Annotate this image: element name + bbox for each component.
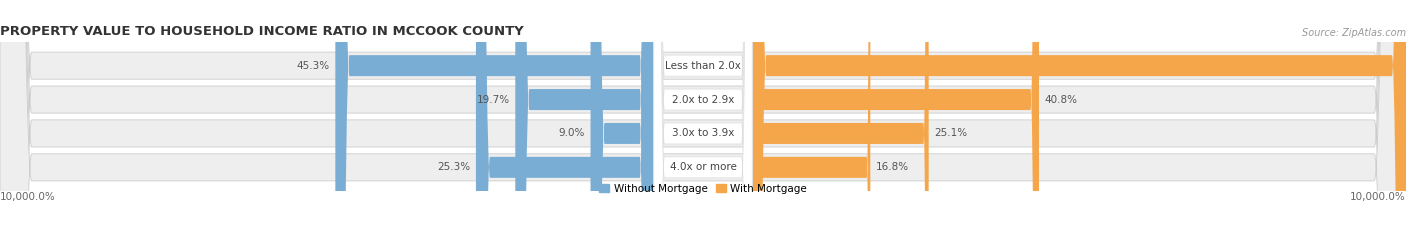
FancyBboxPatch shape xyxy=(654,0,752,233)
Text: 40.8%: 40.8% xyxy=(1045,95,1077,105)
FancyBboxPatch shape xyxy=(336,0,654,233)
Text: 25.1%: 25.1% xyxy=(935,128,967,138)
FancyBboxPatch shape xyxy=(752,0,1406,233)
FancyBboxPatch shape xyxy=(475,0,654,233)
Text: 3.0x to 3.9x: 3.0x to 3.9x xyxy=(672,128,734,138)
Text: 16.8%: 16.8% xyxy=(876,162,910,172)
FancyBboxPatch shape xyxy=(654,0,752,233)
FancyBboxPatch shape xyxy=(654,0,752,233)
Text: 10,000.0%: 10,000.0% xyxy=(0,192,56,202)
Text: Source: ZipAtlas.com: Source: ZipAtlas.com xyxy=(1302,28,1406,38)
Text: 10,000.0%: 10,000.0% xyxy=(1350,192,1406,202)
Text: 2.0x to 2.9x: 2.0x to 2.9x xyxy=(672,95,734,105)
Text: 9.0%: 9.0% xyxy=(558,128,585,138)
Text: 25.3%: 25.3% xyxy=(437,162,470,172)
FancyBboxPatch shape xyxy=(515,0,654,233)
FancyBboxPatch shape xyxy=(752,0,1039,233)
Text: 4.0x or more: 4.0x or more xyxy=(669,162,737,172)
FancyBboxPatch shape xyxy=(752,0,929,233)
Text: Less than 2.0x: Less than 2.0x xyxy=(665,61,741,71)
FancyBboxPatch shape xyxy=(752,0,870,233)
Text: PROPERTY VALUE TO HOUSEHOLD INCOME RATIO IN MCCOOK COUNTY: PROPERTY VALUE TO HOUSEHOLD INCOME RATIO… xyxy=(0,25,524,38)
FancyBboxPatch shape xyxy=(654,0,752,233)
FancyBboxPatch shape xyxy=(591,0,654,233)
Text: 19.7%: 19.7% xyxy=(477,95,509,105)
Legend: Without Mortgage, With Mortgage: Without Mortgage, With Mortgage xyxy=(595,179,811,198)
Text: 45.3%: 45.3% xyxy=(297,61,329,71)
